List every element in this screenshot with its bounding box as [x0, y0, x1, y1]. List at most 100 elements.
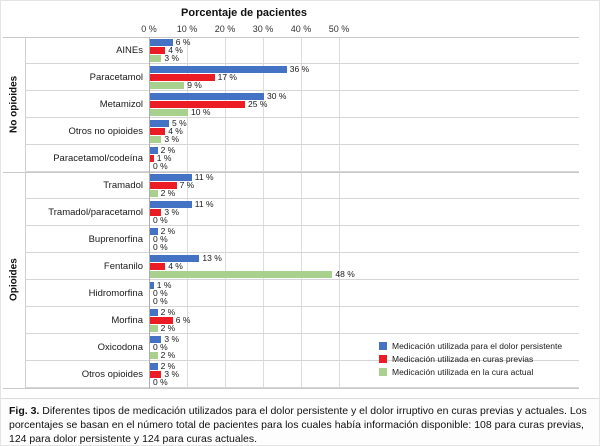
caption-text: Diferentes tipos de medicación utilizado… — [9, 405, 587, 445]
bar-value-label: 0 % — [153, 342, 168, 352]
bar-value-label: 0 % — [153, 377, 168, 387]
category-label: Fentanilo — [103, 260, 143, 272]
x-tick-label: 10 % — [176, 24, 198, 34]
x-tick-label: 0 % — [141, 24, 157, 34]
category-bars: 13 % 4 % 48 % — [149, 253, 579, 279]
bar-value-label: 0 % — [153, 242, 168, 252]
bar — [150, 255, 200, 262]
bar — [150, 201, 192, 208]
bar-value-label: 4 % — [168, 45, 183, 55]
bar-value-label: 9 % — [187, 80, 202, 90]
category-row: Paracetamol/codeína 2 % 1 % 0 % — [25, 145, 579, 172]
bar-value-label: 0 % — [153, 234, 168, 244]
bar — [150, 109, 188, 116]
legend-label: Medicación utilizada en la cura actual — [392, 366, 534, 377]
category-label: Otros no opioides — [68, 125, 143, 137]
category-bars: 2 % 0 % 0 % — [149, 226, 579, 252]
category-label: Tramadol/paracetamol — [48, 206, 143, 218]
category-row: Otros no opioides 5 % 4 % 3 % — [25, 118, 579, 145]
bar — [150, 128, 166, 135]
bar-value-label: 0 % — [153, 296, 168, 306]
group-boundary-line — [3, 172, 579, 173]
bar — [150, 271, 333, 278]
bar — [150, 325, 158, 332]
bar — [150, 371, 162, 378]
category-row: Fentanilo 13 % 4 % 48 % — [25, 253, 579, 280]
bar-value-label: 48 % — [335, 269, 355, 279]
bar-value-label: 2 % — [160, 145, 176, 155]
legend-swatch — [379, 354, 387, 363]
x-tick-label: 50 % — [328, 24, 350, 34]
bar — [150, 66, 287, 73]
legend-item: Medicación utilizada en curas previas — [379, 352, 562, 365]
category-row: Paracetamol 36 % 17 % 9 % — [25, 64, 579, 91]
bar-value-label: 11 % — [194, 172, 214, 182]
category-row: Tramadol 11 % 7 % 2 % — [25, 172, 579, 199]
bar-value-label: 0 % — [153, 161, 168, 171]
bar-value-label: 7 % — [179, 180, 195, 190]
bar-value-label: 2 % — [160, 350, 176, 360]
legend-item: Medicación utilizada en la cura actual — [379, 365, 562, 378]
category-label: Paracetamol/codeína — [53, 152, 143, 164]
bar-value-label: 2 % — [160, 188, 176, 198]
group-boundary-line — [3, 37, 579, 38]
bar — [150, 74, 215, 81]
bar — [150, 309, 158, 316]
bar — [150, 147, 158, 154]
bar-value-label: 3 % — [164, 207, 180, 217]
category-label: Oxicodona — [97, 341, 143, 353]
category-row: Otros opioides 2 % 3 % 0 % — [25, 361, 579, 388]
label-column-divider — [25, 37, 26, 388]
bar-value-label: 1 % — [156, 280, 172, 290]
legend-label: Medicación utilizada en curas previas — [392, 353, 534, 364]
bar-value-label: 6 % — [175, 315, 191, 325]
category-row: Metamizol 30 % 25 % 10 % — [25, 91, 579, 118]
bar-value-label: 2 % — [160, 361, 176, 371]
chart-title: Porcentaje de pacientes — [181, 7, 307, 19]
bar — [150, 228, 158, 235]
bar-value-label: 6 % — [175, 37, 191, 47]
bar — [150, 363, 158, 370]
category-label: AINEs — [116, 44, 143, 56]
category-row: Tramadol/paracetamol 11 % 3 % 0 % — [25, 199, 579, 226]
bar — [150, 317, 173, 324]
bar — [150, 263, 166, 270]
x-tick-label: 40 % — [290, 24, 312, 34]
bar — [150, 93, 264, 100]
bar — [150, 182, 177, 189]
figure-label: Fig. 3. — [9, 405, 40, 417]
category-row: AINEs 6 % 4 % 3 % — [25, 37, 579, 64]
legend-item: Medicación utilizada para el dolor persi… — [379, 339, 562, 352]
bar — [150, 101, 245, 108]
category-rows: AINEs 6 % 4 % 3 % Paracetamol 36 % 17 % 9 % Meta… — [25, 37, 579, 388]
bar-value-label: 3 % — [164, 369, 180, 379]
category-label: Buprenorfina — [88, 233, 143, 245]
category-label: Morfina — [111, 314, 143, 326]
category-bars: 6 % 4 % 3 % — [149, 37, 579, 63]
bar-value-label: 0 % — [153, 288, 168, 298]
bar-chart: Porcentaje de pacientes 0 % 10 % 20 % 30 % 4… — [1, 1, 599, 398]
category-bars: 11 % 7 % 2 % — [149, 172, 579, 198]
legend-swatch — [379, 367, 387, 376]
bar — [150, 174, 192, 181]
bar — [150, 352, 158, 359]
gridline — [339, 37, 340, 388]
bar — [150, 47, 166, 54]
category-bars: 36 % 17 % 9 % — [149, 64, 579, 90]
category-label: Metamizol — [99, 98, 143, 110]
gridline — [225, 37, 226, 388]
bar-value-label: 2 % — [160, 307, 176, 317]
legend-label: Medicación utilizada para el dolor persi… — [392, 340, 563, 351]
category-bars: 11 % 3 % 0 % — [149, 199, 579, 225]
bar-value-label: 3 % — [164, 134, 180, 144]
bar-value-label: 30 % — [267, 91, 287, 101]
category-bars: 1 % 0 % 0 % — [149, 280, 579, 306]
category-bars: 2 % 6 % 2 % — [149, 307, 579, 333]
bar-value-label: 5 % — [172, 118, 187, 128]
bar-value-label: 1 % — [156, 153, 172, 163]
bar-value-label: 4 % — [168, 261, 183, 271]
legend: Medicación utilizada para el dolor persi… — [379, 339, 562, 378]
bar — [150, 120, 169, 127]
bar — [150, 190, 158, 197]
